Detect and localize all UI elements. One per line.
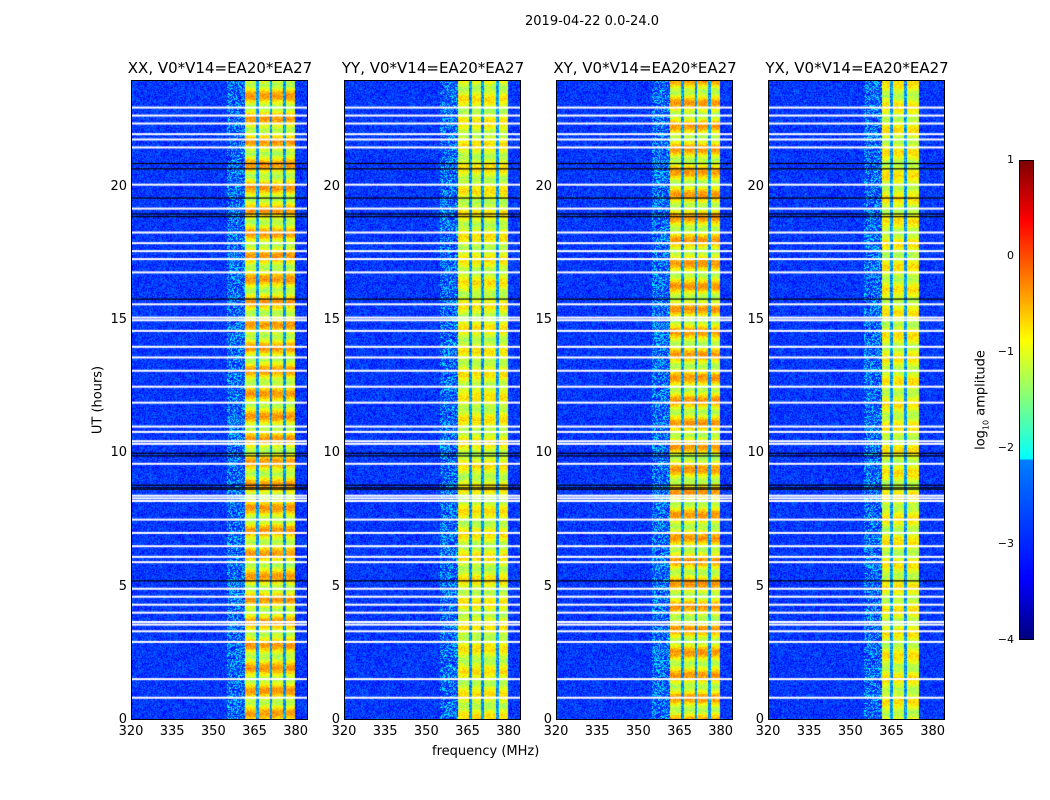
x-tick-label: 335	[159, 724, 185, 739]
x-tick-label: 350	[413, 724, 439, 739]
x-tick-label: 350	[625, 724, 651, 739]
colorbar-tick-label: 0	[1007, 249, 1014, 262]
y-tick-label: 0	[331, 712, 340, 727]
x-tick-label: 320	[755, 724, 781, 739]
y-tick-label: 10	[110, 445, 127, 461]
colorbar-tick-label: −1	[997, 345, 1014, 358]
heatmap-image	[132, 81, 307, 719]
y-tick-label: 20	[323, 178, 340, 194]
heatmap-panel	[131, 80, 308, 720]
heatmap-panel	[344, 80, 521, 720]
y-tick-label: 20	[110, 178, 127, 194]
x-tick-label: 365	[455, 724, 480, 739]
x-tick-label: 320	[331, 724, 357, 739]
panel-title: YY, V0*V14=EA20*EA27	[341, 59, 525, 77]
x-tick-label: 365	[667, 724, 692, 739]
colorbar	[1019, 160, 1034, 640]
y-tick-label: 5	[331, 578, 340, 594]
y-tick-label: 10	[535, 445, 552, 461]
x-tick-label: 380	[920, 724, 946, 739]
heatmap-panel	[556, 80, 733, 720]
colorbar-tick-label: −3	[997, 537, 1014, 550]
colorbar-label-main: log	[973, 430, 989, 450]
x-tick-label: 350	[837, 724, 863, 739]
y-tick-label: 5	[755, 578, 764, 594]
x-tick-label: 320	[118, 724, 144, 739]
x-tick-label: 335	[796, 724, 822, 739]
x-axis-label: frequency (MHz)	[432, 744, 540, 759]
x-tick-label: 335	[372, 724, 398, 739]
y-tick-label: 15	[110, 312, 127, 327]
colorbar-label: log10 amplitude	[974, 350, 991, 450]
figure-title: 2019-04-22 0.0-24.0	[525, 14, 659, 29]
y-tick-label: 15	[535, 312, 552, 327]
heatmap-image	[557, 81, 732, 719]
y-tick-label: 20	[747, 178, 764, 194]
y-tick-label: 0	[543, 712, 552, 727]
x-tick-label: 335	[584, 724, 610, 739]
y-tick-label: 20	[535, 178, 552, 194]
y-tick-label: 10	[747, 445, 764, 461]
colorbar-tick-label: −2	[997, 441, 1014, 454]
panel-title: XX, V0*V14=EA20*EA27	[127, 59, 313, 77]
y-tick-label: 0	[118, 712, 127, 727]
heatmap-panel	[768, 80, 945, 720]
colorbar-label-sub: 10	[981, 419, 991, 431]
heatmap-image	[345, 81, 520, 719]
y-tick-label: 5	[118, 578, 127, 594]
y-tick-label: 0	[755, 712, 764, 727]
x-tick-label: 380	[708, 724, 734, 739]
panel-title: XY, V0*V14=EA20*EA27	[553, 59, 737, 77]
x-tick-label: 365	[879, 724, 904, 739]
y-tick-label: 15	[747, 312, 764, 327]
colorbar-tick-label: −4	[997, 633, 1014, 646]
x-tick-label: 365	[242, 724, 267, 739]
y-axis-label: UT (hours)	[90, 365, 106, 435]
x-tick-label: 350	[200, 724, 226, 739]
heatmap-image	[769, 81, 944, 719]
y-tick-label: 10	[323, 445, 340, 461]
panel-title: YX, V0*V14=EA20*EA27	[765, 59, 949, 77]
y-tick-label: 15	[323, 312, 340, 327]
colorbar-tick-label: 1	[1007, 153, 1014, 166]
x-tick-label: 380	[283, 724, 309, 739]
y-tick-label: 5	[543, 578, 552, 594]
x-tick-label: 320	[543, 724, 569, 739]
colorbar-label-rest: amplitude	[973, 350, 989, 420]
x-tick-label: 380	[496, 724, 522, 739]
